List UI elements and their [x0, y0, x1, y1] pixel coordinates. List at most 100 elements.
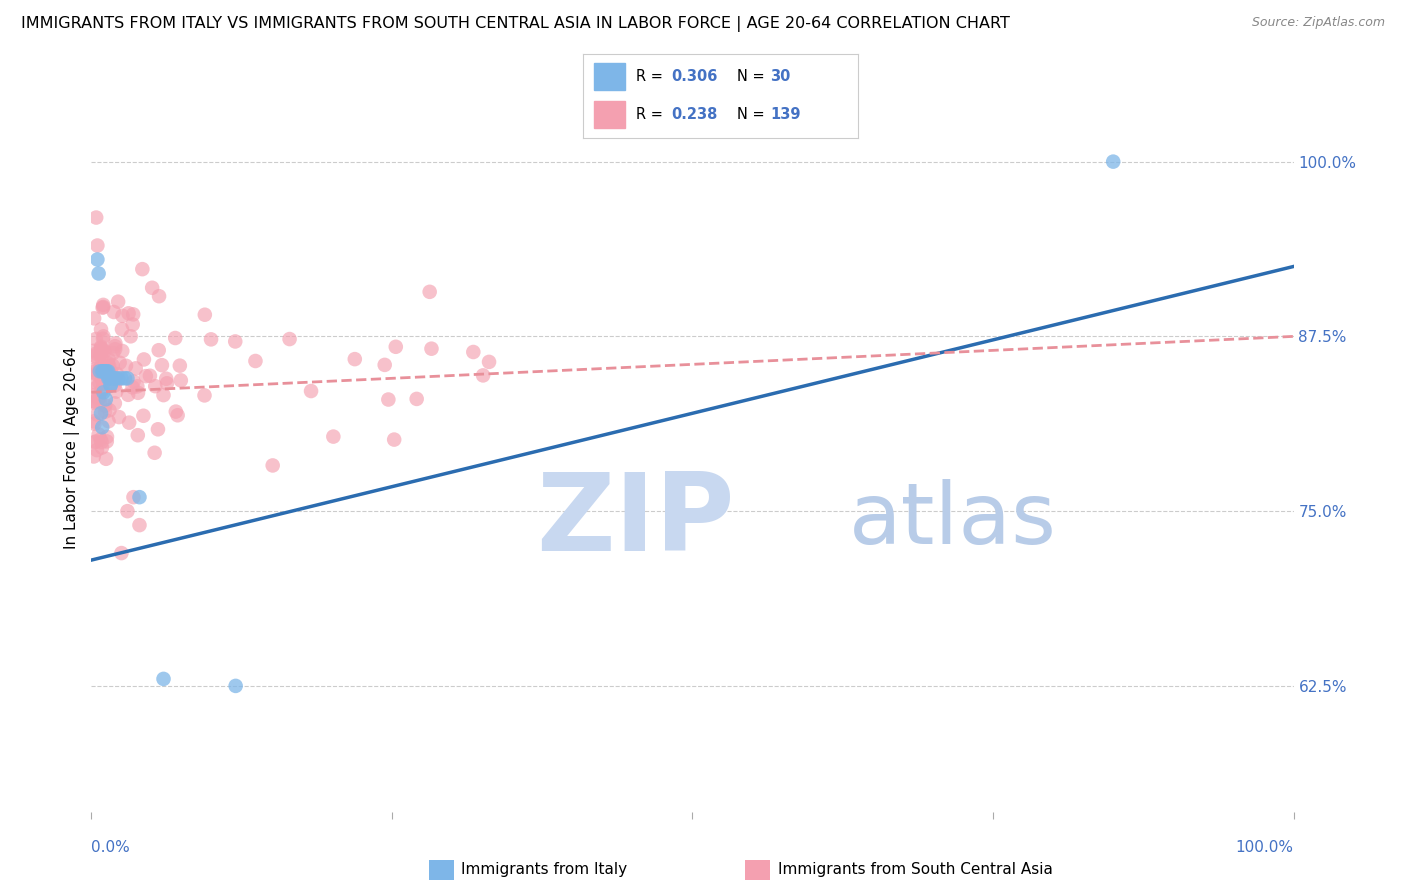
Point — [84, 434, 107, 449]
Point — [405, 392, 427, 406]
Point — [84, 211, 107, 225]
Point — [93, 344, 115, 359]
Text: 0.238: 0.238 — [671, 107, 717, 122]
Point — [200, 332, 222, 346]
Text: ZIP: ZIP — [536, 468, 735, 574]
Point — [93, 329, 115, 343]
Bar — [595, 101, 624, 128]
Point — [170, 373, 193, 387]
Point — [87, 353, 110, 368]
Point — [384, 340, 406, 354]
Point — [114, 371, 136, 385]
Point — [83, 394, 105, 409]
Point — [91, 383, 114, 397]
Point — [90, 322, 112, 336]
Point — [111, 343, 134, 358]
Point — [83, 362, 105, 376]
Point — [94, 392, 117, 407]
Point — [343, 352, 366, 367]
Point — [104, 339, 127, 353]
Point — [104, 378, 127, 392]
Point — [97, 371, 120, 385]
Point — [83, 435, 105, 450]
Point — [120, 329, 142, 343]
Point — [93, 364, 115, 378]
Point — [165, 331, 187, 345]
Point — [93, 364, 115, 378]
Point — [86, 408, 108, 422]
Point — [150, 358, 173, 372]
Text: R =: R = — [636, 69, 666, 84]
Point — [101, 359, 124, 373]
Text: atlas: atlas — [849, 479, 1057, 563]
Point — [90, 435, 112, 450]
Point — [98, 361, 121, 376]
Bar — [595, 62, 624, 90]
Point — [121, 380, 143, 394]
Text: 139: 139 — [770, 107, 800, 122]
Point — [83, 311, 105, 326]
Point — [90, 373, 112, 387]
Point — [127, 379, 149, 393]
Point — [84, 332, 107, 346]
Point — [419, 285, 441, 299]
Point — [107, 371, 129, 385]
Point — [91, 301, 114, 315]
Point — [104, 336, 127, 351]
Point — [146, 422, 169, 436]
Point — [87, 391, 110, 405]
Point — [90, 406, 112, 420]
Point — [98, 366, 121, 380]
Point — [97, 371, 120, 385]
Point — [98, 403, 121, 417]
Text: Source: ZipAtlas.com: Source: ZipAtlas.com — [1251, 16, 1385, 29]
Point — [86, 238, 108, 252]
Point — [132, 352, 155, 367]
Point — [152, 672, 174, 686]
Point — [193, 388, 215, 402]
Point — [166, 409, 188, 423]
Point — [91, 420, 114, 434]
Text: N =: N = — [737, 107, 769, 122]
Point — [89, 394, 111, 409]
Point — [382, 433, 405, 447]
Point — [125, 361, 148, 376]
Point — [108, 410, 131, 425]
Point — [117, 388, 139, 402]
Point — [278, 332, 301, 346]
Point — [96, 430, 118, 444]
Point — [89, 433, 111, 447]
Point — [90, 384, 112, 399]
Point — [98, 371, 121, 385]
Point — [143, 446, 166, 460]
Point — [84, 381, 107, 395]
Point — [118, 416, 141, 430]
Point — [111, 322, 134, 336]
Point — [89, 360, 111, 375]
Point — [97, 414, 120, 428]
Point — [143, 379, 166, 393]
Point — [155, 372, 177, 386]
Point — [97, 356, 120, 370]
Point — [83, 388, 105, 402]
Point — [83, 396, 105, 410]
Y-axis label: In Labor Force | Age 20-64: In Labor Force | Age 20-64 — [65, 347, 80, 549]
Point — [90, 340, 112, 354]
Point — [299, 384, 322, 398]
Point — [89, 361, 111, 376]
Point — [104, 343, 127, 357]
Point — [93, 376, 115, 391]
Text: 0.306: 0.306 — [671, 69, 717, 84]
Point — [96, 434, 118, 449]
Point — [97, 351, 120, 366]
Point — [91, 364, 114, 378]
Point — [86, 252, 108, 267]
Point — [105, 384, 128, 399]
Text: 30: 30 — [770, 69, 790, 84]
Point — [110, 371, 132, 385]
Point — [262, 458, 284, 473]
Text: IMMIGRANTS FROM ITALY VS IMMIGRANTS FROM SOUTH CENTRAL ASIA IN LABOR FORCE | AGE: IMMIGRANTS FROM ITALY VS IMMIGRANTS FROM… — [21, 16, 1010, 32]
Point — [83, 394, 105, 409]
Point — [90, 341, 112, 355]
Point — [94, 451, 117, 466]
